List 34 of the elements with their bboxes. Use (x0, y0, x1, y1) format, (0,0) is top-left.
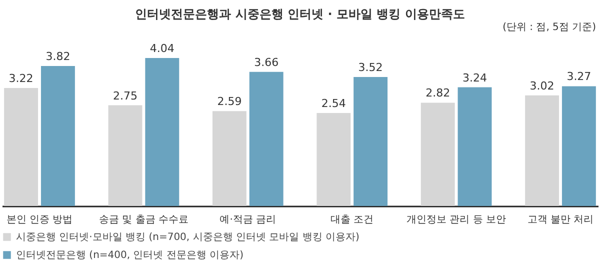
legend-label: 시중은행 인터넷·모바일 뱅킹 (n=700, 시중은행 인터넷 모바일 뱅킹 이용자) (16, 232, 360, 243)
data-label: 2.82 (426, 86, 450, 100)
bar (458, 87, 492, 206)
data-label: 2.59 (217, 95, 242, 108)
chart-title: 인터넷전문은행과 시중은행 인터넷 · 모바일 뱅킹 이용만족도 (135, 7, 465, 21)
x-tick-label: 대출 조건 (330, 214, 374, 226)
x-tick-label: 개인정보 관리 등 보안 (406, 214, 506, 226)
bar (420, 102, 455, 206)
bar (316, 112, 351, 206)
bar (525, 95, 560, 206)
data-label: 3.02 (530, 79, 554, 92)
data-label: 2.54 (321, 96, 346, 110)
bar (145, 58, 180, 206)
x-tick-label: 고객 불만 처리 (527, 214, 594, 226)
data-label: 3.82 (46, 50, 70, 64)
x-tick-label: 예·적금 금리 (220, 214, 276, 226)
data-label: 3.52 (358, 61, 383, 74)
x-tick-label: 본인 인증 방법 (6, 214, 73, 226)
x-tick-label: 송금 및 출금 수수료 (98, 214, 188, 226)
bar (562, 86, 596, 206)
bar (40, 66, 75, 206)
bar (212, 111, 246, 206)
data-label: 3.27 (566, 70, 592, 84)
text: (단위 : 점, 5점 기준) (502, 21, 596, 34)
data-label: 3.22 (8, 72, 34, 86)
data-label: 3.66 (254, 56, 279, 69)
legend-label: 인터넷전문은행 (n=400, 인터넷 전문은행 이용자) (16, 250, 244, 261)
data-label: 3.24 (462, 71, 487, 84)
data-label: 2.75 (113, 89, 138, 102)
bar (249, 72, 284, 206)
data-label: 4.04 (150, 42, 174, 55)
bar (4, 88, 38, 206)
bar (354, 77, 388, 206)
bar (108, 105, 142, 206)
